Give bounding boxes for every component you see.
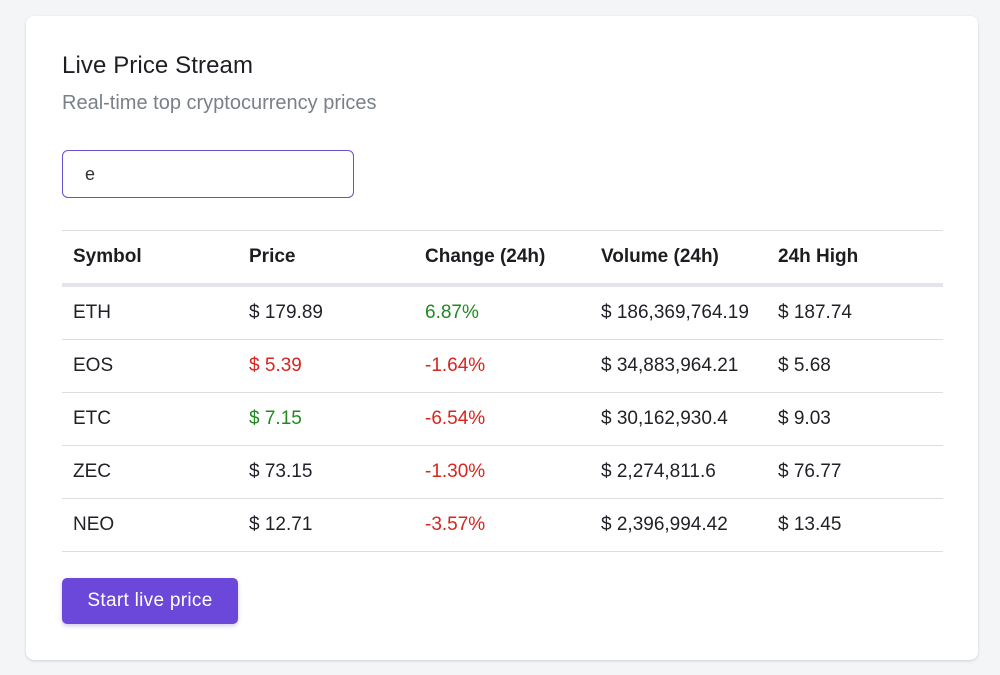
- cell-price: $ 5.39: [238, 339, 414, 393]
- table-row[interactable]: ZEC $ 73.15 -1.30% $ 2,274,811.6 $ 76.77: [62, 445, 943, 499]
- cell-change: 6.87%: [414, 285, 590, 340]
- cell-change: -1.30%: [414, 445, 590, 499]
- table-header-row: Symbol Price Change (24h) Volume (24h) 2…: [62, 230, 943, 287]
- column-header-high[interactable]: 24h High: [767, 230, 943, 287]
- column-header-symbol[interactable]: Symbol: [62, 230, 238, 287]
- cell-high: $ 9.03: [767, 392, 943, 446]
- table-row[interactable]: ETH $ 179.89 6.87% $ 186,369,764.19 $ 18…: [62, 285, 943, 340]
- cell-volume: $ 30,162,930.4: [590, 392, 767, 446]
- cell-price: $ 73.15: [238, 445, 414, 499]
- cell-high: $ 5.68: [767, 339, 943, 393]
- cell-price: $ 7.15: [238, 392, 414, 446]
- cell-price: $ 179.89: [238, 285, 414, 340]
- price-table: Symbol Price Change (24h) Volume (24h) 2…: [62, 230, 943, 552]
- cell-symbol: ZEC: [62, 445, 238, 499]
- page-title: Live Price Stream: [62, 52, 254, 79]
- table-row[interactable]: EOS $ 5.39 -1.64% $ 34,883,964.21 $ 5.68: [62, 339, 943, 393]
- column-header-price[interactable]: Price: [238, 230, 414, 287]
- cell-high: $ 13.45: [767, 498, 943, 552]
- cell-volume: $ 186,369,764.19: [590, 285, 767, 340]
- cell-change: -6.54%: [414, 392, 590, 446]
- price-stream-card: Live Price Stream Real-time top cryptocu…: [26, 16, 978, 660]
- cell-symbol: ETH: [62, 285, 238, 340]
- start-live-price-button[interactable]: Start live price: [62, 578, 238, 624]
- cell-symbol: NEO: [62, 498, 238, 552]
- cell-volume: $ 2,274,811.6: [590, 445, 767, 499]
- table-row[interactable]: ETC $ 7.15 -6.54% $ 30,162,930.4 $ 9.03: [62, 392, 943, 446]
- cell-symbol: ETC: [62, 392, 238, 446]
- cell-change: -3.57%: [414, 498, 590, 552]
- cell-change: -1.64%: [414, 339, 590, 393]
- cell-high: $ 187.74: [767, 285, 943, 340]
- table-row[interactable]: NEO $ 12.71 -3.57% $ 2,396,994.42 $ 13.4…: [62, 498, 943, 552]
- cell-volume: $ 34,883,964.21: [590, 339, 767, 393]
- column-header-change[interactable]: Change (24h): [414, 230, 590, 287]
- cell-volume: $ 2,396,994.42: [590, 498, 767, 552]
- cell-high: $ 76.77: [767, 445, 943, 499]
- search-input[interactable]: [62, 150, 354, 198]
- cell-symbol: EOS: [62, 339, 238, 393]
- column-header-volume[interactable]: Volume (24h): [590, 230, 767, 287]
- cell-price: $ 12.71: [238, 498, 414, 552]
- page-subtitle: Real-time top cryptocurrency prices: [62, 92, 377, 114]
